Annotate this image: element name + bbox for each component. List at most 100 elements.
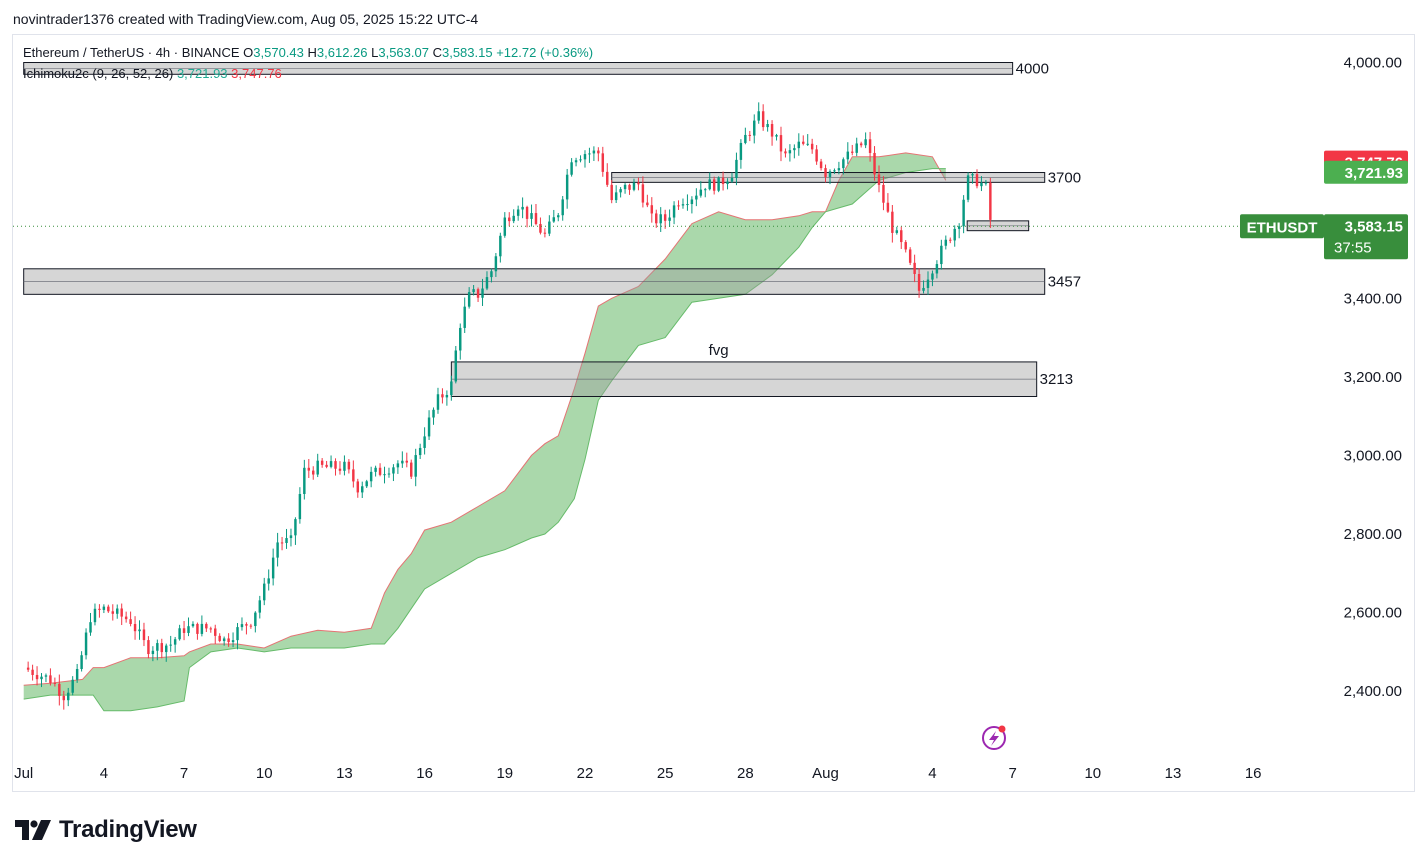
candle-body bbox=[949, 239, 952, 241]
candle-body bbox=[900, 230, 903, 243]
candle-body bbox=[895, 230, 899, 233]
chart-caption: novintrader1376 created with TradingView… bbox=[13, 11, 479, 27]
candle-body bbox=[222, 638, 226, 642]
candle-body bbox=[343, 461, 346, 471]
candle-body bbox=[828, 171, 832, 177]
candle-body bbox=[107, 606, 110, 612]
candle-body bbox=[418, 447, 422, 456]
candle-body bbox=[989, 182, 992, 220]
candle-body bbox=[650, 205, 654, 214]
candle-body bbox=[481, 288, 484, 298]
candle-body bbox=[766, 124, 769, 128]
candle-body bbox=[485, 277, 489, 289]
x-tick-label: 4 bbox=[100, 765, 108, 782]
candle-body bbox=[401, 460, 404, 464]
zone-label-3700: 3700 bbox=[1048, 169, 1081, 186]
candle-body bbox=[508, 217, 511, 222]
candle-body bbox=[276, 542, 279, 558]
candle-body bbox=[494, 256, 498, 272]
candle-body bbox=[160, 643, 164, 653]
candle-body bbox=[44, 675, 48, 677]
candle-body bbox=[298, 493, 302, 520]
candle-body bbox=[842, 159, 845, 169]
candle-body bbox=[271, 557, 275, 579]
candle-body bbox=[744, 134, 747, 143]
x-tick-label: 13 bbox=[336, 765, 353, 782]
candle-body bbox=[303, 467, 306, 494]
candle-body bbox=[548, 221, 551, 234]
indicator-legend[interactable]: Ichimoku2c (9, 26, 52, 26) 3,721.93 3,74… bbox=[23, 66, 282, 81]
candle-body bbox=[374, 467, 377, 472]
candle-body bbox=[726, 181, 729, 185]
candle-body bbox=[378, 467, 382, 475]
high-label: H bbox=[307, 45, 317, 60]
candle-body bbox=[557, 215, 560, 218]
candle-body bbox=[806, 143, 809, 145]
candle-body bbox=[35, 674, 39, 680]
candle-body bbox=[944, 239, 948, 246]
candle-body bbox=[236, 627, 239, 641]
candle-body bbox=[263, 583, 266, 601]
change-value: +12.72 (+0.36%) bbox=[496, 45, 594, 60]
x-tick-label: 28 bbox=[737, 765, 754, 782]
candle-body bbox=[922, 287, 925, 291]
candle-body bbox=[775, 135, 778, 137]
candle-body bbox=[957, 226, 961, 229]
indicator-value-green: 3,721.93 bbox=[176, 66, 228, 81]
candle-body bbox=[459, 327, 462, 351]
candle-body bbox=[356, 481, 360, 493]
zone-label-4000: 4000 bbox=[1016, 60, 1049, 77]
candle-body bbox=[904, 242, 907, 250]
candle-body bbox=[334, 461, 337, 469]
candle-body bbox=[837, 168, 841, 171]
candle-body bbox=[779, 135, 783, 152]
candle-body bbox=[873, 152, 876, 175]
candle-body bbox=[646, 202, 649, 206]
candle-body bbox=[984, 182, 988, 184]
candle-body bbox=[810, 143, 814, 150]
candle-body bbox=[285, 538, 288, 544]
symbol-name: Ethereum / TetherUS · 4h · BINANCE bbox=[23, 45, 240, 60]
close-label: C bbox=[432, 45, 442, 60]
candle-body bbox=[133, 623, 137, 632]
price-badge-green-text: 3,721.93 bbox=[1345, 165, 1403, 182]
cloud-edge-bottom bbox=[23, 168, 946, 712]
candle-body bbox=[565, 174, 569, 200]
candle-body bbox=[231, 640, 235, 643]
candle-body bbox=[338, 468, 342, 471]
candle-body bbox=[539, 223, 542, 233]
candle-body bbox=[365, 481, 368, 487]
indicator-name: Ichimoku2c (9, 26, 52, 26) bbox=[23, 66, 174, 81]
symbol-legend[interactable]: Ethereum / TetherUS · 4h · BINANCE O3,57… bbox=[23, 45, 593, 60]
tradingview-logo[interactable]: TradingView bbox=[15, 816, 197, 844]
candle-body bbox=[116, 608, 119, 614]
candle-body bbox=[735, 159, 738, 178]
candle-body bbox=[84, 632, 88, 656]
candle-body bbox=[218, 635, 221, 642]
candle-body bbox=[521, 206, 524, 210]
candle-body bbox=[516, 209, 520, 216]
last-price-badge-bg bbox=[1324, 214, 1408, 260]
candle-body bbox=[142, 629, 146, 641]
candle-body bbox=[472, 289, 475, 293]
high-value: 3,612.26 bbox=[316, 45, 368, 60]
candle-body bbox=[926, 279, 930, 288]
x-tick-label: 22 bbox=[577, 765, 594, 782]
x-tick-label: 19 bbox=[496, 765, 513, 782]
low-value: 3,563.07 bbox=[378, 45, 429, 60]
candle-body bbox=[525, 206, 529, 219]
candle-body bbox=[423, 436, 426, 448]
candle-body bbox=[187, 626, 190, 633]
candle-body bbox=[209, 628, 213, 630]
x-tick-label: 13 bbox=[1165, 765, 1182, 782]
candle-body bbox=[329, 461, 333, 467]
candle-body bbox=[886, 202, 890, 212]
candle-body bbox=[245, 624, 248, 626]
candle-body bbox=[53, 682, 57, 684]
candle-body bbox=[427, 417, 431, 437]
candle-body bbox=[490, 271, 493, 278]
candle-body bbox=[173, 639, 177, 645]
candle-body bbox=[597, 150, 600, 154]
candle-body bbox=[935, 264, 939, 274]
